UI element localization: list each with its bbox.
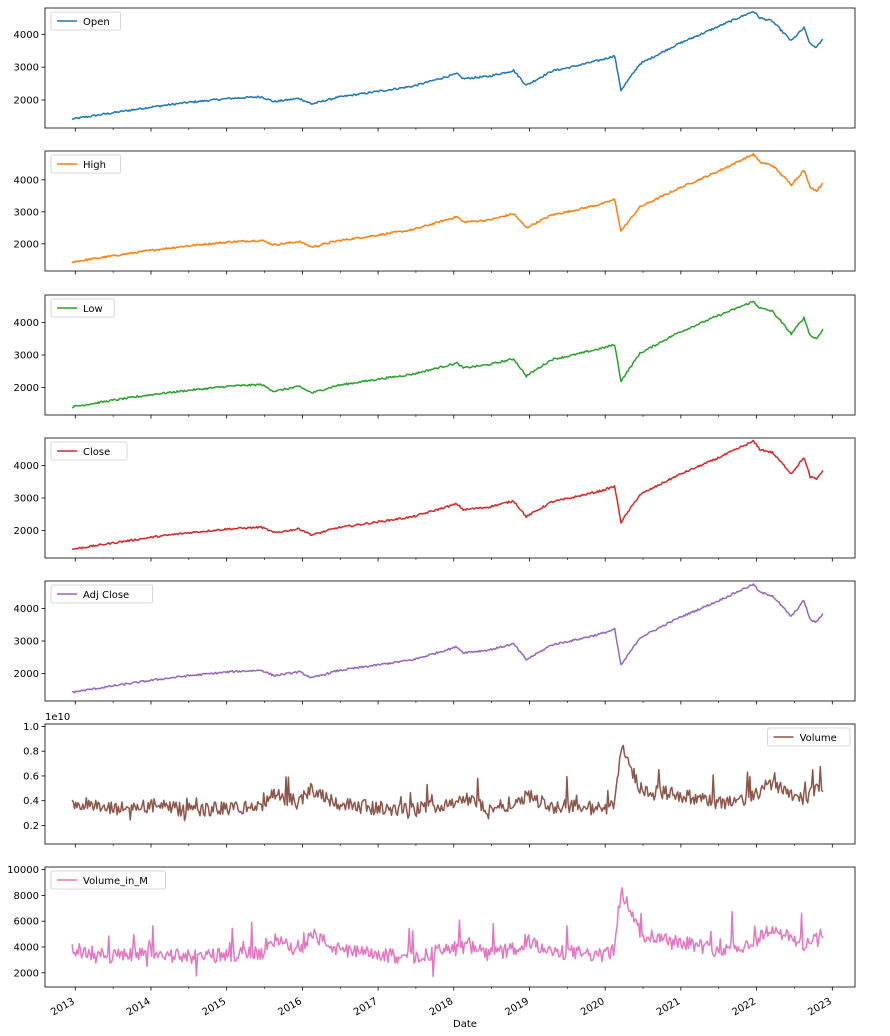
axes-frame xyxy=(44,866,856,988)
legend-label: Open xyxy=(83,17,110,28)
y-tick-label: 1.0 xyxy=(23,722,39,733)
y-tick-label: 2000 xyxy=(14,526,39,537)
y-tick-label: 2000 xyxy=(14,239,39,250)
y-tick-label: 4000 xyxy=(14,30,39,41)
legend: Low xyxy=(50,298,115,318)
x-tick-label: 2015 xyxy=(201,996,229,1018)
axes-frame xyxy=(44,723,856,845)
subplot-volume: 0.2 0.4 0.6 0.8 1.0 1e10 Volume xyxy=(23,712,856,848)
y-tick-label: 3000 xyxy=(14,351,39,362)
x-tick-label: 2022 xyxy=(731,996,759,1018)
subplot-grid: 2000 3000 4000 Open 2000 3000 4000 High 2000 3000… xyxy=(7,7,856,991)
x-tick-label: 2017 xyxy=(352,996,380,1018)
subplot-adj-close: 2000 3000 4000 Adj Close xyxy=(14,580,856,705)
y-tick-label: 2000 xyxy=(14,669,39,680)
legend-box xyxy=(50,154,121,174)
x-tick-label: 2020 xyxy=(579,996,607,1018)
y-tick-label: 4000 xyxy=(14,461,39,472)
legend-box xyxy=(50,11,121,31)
y-tick-label: 4000 xyxy=(14,318,39,329)
x-axis-label: Date xyxy=(453,1019,477,1030)
legend-label: Adj Close xyxy=(83,590,129,601)
axes-frame xyxy=(44,580,856,702)
x-tick-label: 2019 xyxy=(503,996,531,1018)
x-tick-label: 2016 xyxy=(276,996,304,1018)
legend-box xyxy=(767,727,851,747)
legend-label: Volume_in_M xyxy=(83,876,148,887)
legend-box xyxy=(50,298,115,318)
y-tick-label: 2000 xyxy=(14,383,39,394)
y-tick-label: 8000 xyxy=(14,891,39,902)
x-tick-label: 2013 xyxy=(49,996,77,1018)
series-line-volume_in_m xyxy=(71,887,824,978)
legend: Open xyxy=(50,11,121,31)
subplot-high: 2000 3000 4000 High xyxy=(14,150,856,275)
y-tick-label: 3000 xyxy=(14,637,39,648)
x-tick-label: 2023 xyxy=(806,996,834,1018)
y-tick-label: 6000 xyxy=(14,917,39,928)
subplot-low: 2000 3000 4000 Low xyxy=(14,294,856,419)
y-tick-label: 0.4 xyxy=(23,796,39,807)
legend: High xyxy=(50,154,121,174)
y-tick-label: 2000 xyxy=(14,968,39,979)
series-line-close xyxy=(71,439,824,550)
legend-label: Low xyxy=(83,304,103,315)
y-tick-label: 4000 xyxy=(14,175,39,186)
y-tick-label: 0.8 xyxy=(23,747,39,758)
legend-box xyxy=(50,870,166,890)
series-line-open xyxy=(71,10,824,121)
x-tick-label: 2018 xyxy=(428,996,456,1018)
y-tick-label: 0.6 xyxy=(23,771,39,782)
y-tick-label: 10000 xyxy=(7,865,39,876)
legend-label: Close xyxy=(83,447,110,458)
legend-box xyxy=(50,441,128,461)
axes-frame xyxy=(44,437,856,559)
y-tick-label: 3000 xyxy=(14,63,39,74)
x-axis-tick-labels: 2013 2014 2015 2016 2017 2018 2019 2020 2021 2022… xyxy=(49,996,834,1018)
subplot-volume_in_m: 2000 4000 6000 8000 10000 Volume_in_M xyxy=(7,865,856,991)
y-tick-label: 2000 xyxy=(14,96,39,107)
x-tick-label: 2021 xyxy=(655,996,683,1018)
legend: Volume_in_M xyxy=(50,870,166,890)
x-tick-label: 2014 xyxy=(125,996,153,1018)
series-line-volume xyxy=(71,744,824,822)
axes-frame xyxy=(44,150,856,272)
y-tick-label: 4000 xyxy=(14,604,39,615)
axes-frame xyxy=(44,294,856,416)
legend-box xyxy=(50,584,153,604)
y-tick-label: 0.2 xyxy=(23,821,39,832)
legend-label: Volume xyxy=(800,733,837,744)
axes-frame xyxy=(44,7,856,129)
series-line-high xyxy=(71,152,824,264)
y-offset-text: 1e10 xyxy=(45,712,70,723)
legend: Adj Close xyxy=(50,584,153,604)
subplot-open: 2000 3000 4000 Open xyxy=(14,7,856,132)
legend-label: High xyxy=(83,160,106,171)
series-line-adj-close xyxy=(71,583,824,694)
subplot-close: 2000 3000 4000 Close xyxy=(14,437,856,562)
y-tick-label: 3000 xyxy=(14,494,39,505)
legend: Volume xyxy=(767,727,851,747)
y-tick-label: 4000 xyxy=(14,943,39,954)
legend: Close xyxy=(50,441,128,461)
series-line-low xyxy=(72,300,824,409)
y-tick-label: 3000 xyxy=(14,207,39,218)
